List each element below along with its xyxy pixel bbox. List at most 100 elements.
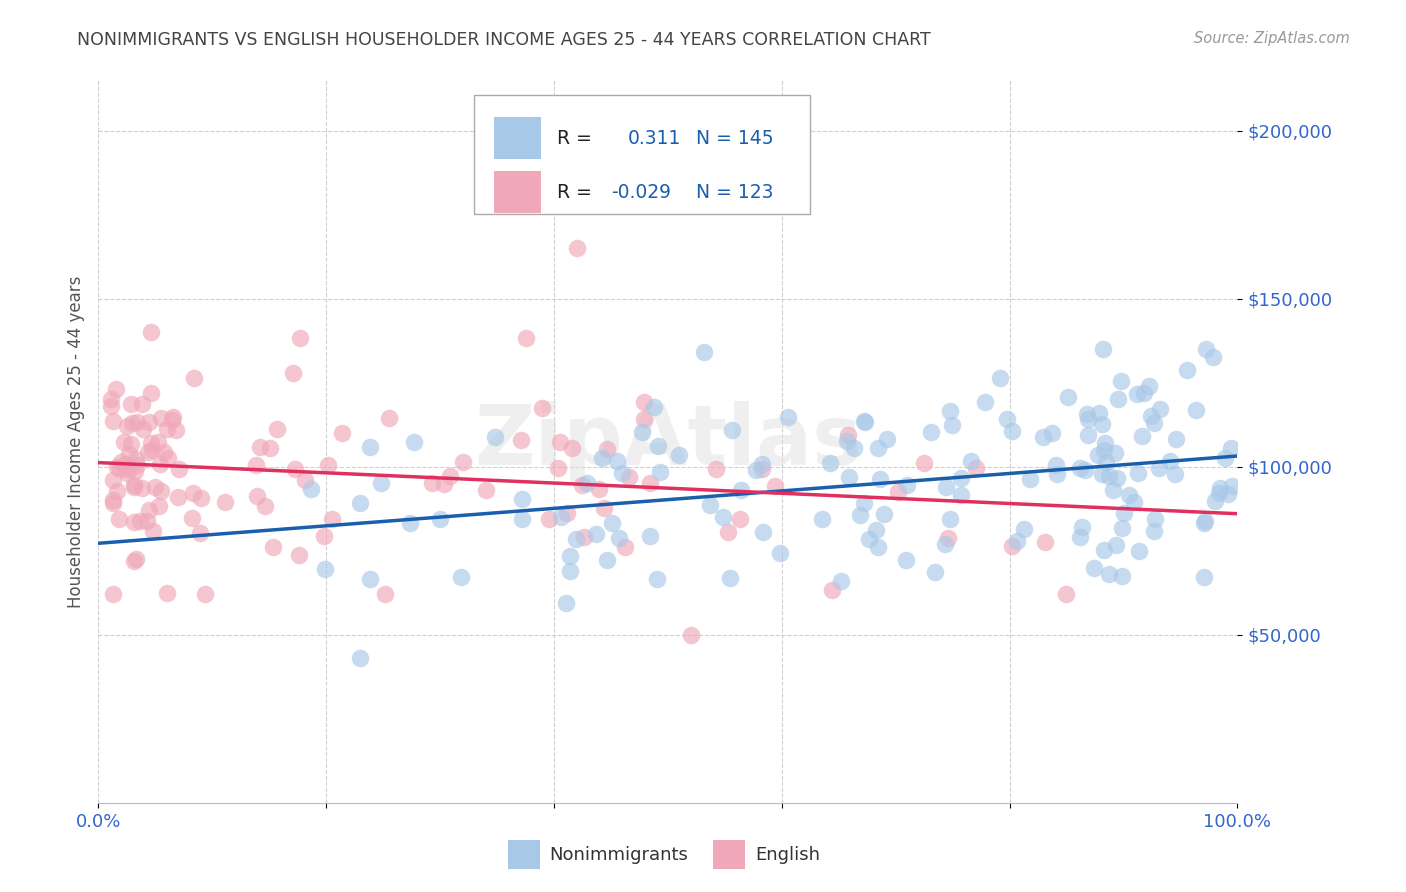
Point (852, 495, 875, 509)
Point (1195, 342, 1218, 356)
Point (132, 422, 155, 436)
Point (668, 448, 690, 462)
Point (1194, 516, 1216, 531)
Point (585, 526, 607, 541)
Point (1159, 454, 1181, 468)
Point (374, 587, 396, 601)
Point (576, 475, 599, 490)
Point (718, 571, 741, 585)
Point (117, 466, 139, 480)
Point (531, 401, 554, 415)
Point (214, 495, 236, 509)
Point (1071, 520, 1094, 534)
Bar (713, 840, 745, 870)
Point (711, 510, 734, 524)
Point (606, 454, 628, 468)
Text: R =: R = (557, 128, 592, 147)
Point (752, 524, 775, 539)
Point (156, 451, 179, 466)
Point (934, 537, 956, 551)
Point (136, 445, 159, 459)
Point (1208, 481, 1230, 495)
Point (745, 463, 768, 477)
Point (1105, 538, 1128, 552)
Point (127, 458, 149, 472)
Point (450, 570, 472, 584)
Point (1111, 521, 1133, 535)
Point (600, 516, 623, 530)
Point (404, 435, 426, 450)
Point (1208, 486, 1230, 500)
Point (1094, 455, 1116, 469)
Point (821, 582, 844, 597)
Point (1219, 441, 1241, 455)
Point (314, 562, 336, 576)
Point (112, 434, 135, 449)
Point (730, 483, 752, 497)
Point (811, 512, 834, 526)
Point (679, 628, 702, 642)
Text: N = 145: N = 145 (696, 128, 773, 147)
Point (837, 434, 859, 448)
Point (1140, 409, 1163, 423)
Point (114, 458, 136, 472)
Point (965, 460, 987, 475)
Point (693, 345, 716, 359)
Point (547, 460, 569, 475)
Point (149, 483, 172, 498)
Point (246, 489, 269, 503)
Point (100, 400, 122, 414)
Point (122, 515, 145, 529)
Point (818, 456, 841, 470)
Point (558, 564, 581, 578)
Point (560, 549, 582, 563)
Point (1125, 386, 1147, 401)
Point (188, 525, 211, 540)
Point (939, 512, 962, 526)
Point (939, 404, 962, 418)
Point (873, 508, 896, 522)
Point (1033, 535, 1056, 549)
Point (633, 411, 655, 425)
Point (1107, 392, 1129, 406)
Point (591, 450, 613, 465)
Point (960, 453, 983, 467)
Point (638, 529, 661, 543)
Point (612, 466, 634, 480)
Text: English: English (755, 846, 821, 863)
Point (127, 415, 149, 429)
Point (135, 514, 157, 528)
Point (565, 241, 588, 255)
Point (153, 445, 176, 459)
Point (935, 480, 957, 494)
Point (378, 410, 401, 425)
Point (1091, 417, 1114, 431)
Point (588, 482, 610, 496)
Point (316, 458, 339, 472)
Text: NONIMMIGRANTS VS ENGLISH HOUSEHOLDER INCOME AGES 25 - 44 YEARS CORRELATION CHART: NONIMMIGRANTS VS ENGLISH HOUSEHOLDER INC… (77, 31, 931, 49)
Point (1133, 386, 1156, 401)
Y-axis label: Householder Income Ages 25 - 44 years: Householder Income Ages 25 - 44 years (66, 276, 84, 607)
Point (1213, 450, 1236, 465)
Point (1184, 403, 1206, 417)
Point (643, 400, 665, 414)
Point (699, 498, 721, 512)
Point (853, 414, 876, 428)
Point (1091, 467, 1114, 482)
Point (1143, 416, 1166, 430)
Point (141, 436, 163, 450)
Point (1118, 488, 1140, 502)
Point (613, 541, 636, 555)
Point (837, 427, 859, 442)
Point (129, 514, 152, 528)
Point (110, 462, 132, 476)
Point (571, 477, 593, 491)
Point (321, 512, 343, 526)
Point (1001, 539, 1024, 553)
Point (118, 447, 141, 461)
Point (1092, 543, 1115, 558)
Point (1045, 458, 1067, 472)
Point (949, 471, 972, 485)
Point (1107, 471, 1129, 485)
Point (1126, 466, 1149, 480)
